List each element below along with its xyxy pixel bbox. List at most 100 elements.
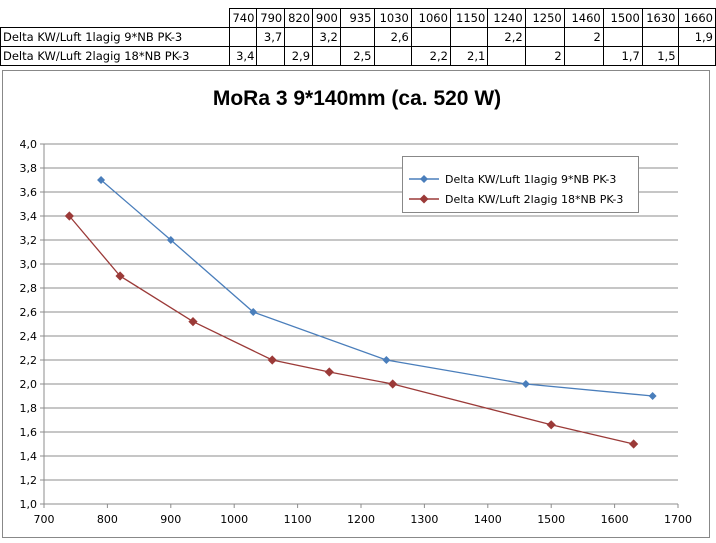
table-row-label: Delta KW/Luft 2lagig 18*NB PK-3: [0, 46, 230, 66]
table-row: Delta KW/Luft 1lagig 9*NB PK-3 3,7 3,2 2,6 2…: [0, 27, 716, 47]
x-tick-label: 900: [160, 513, 181, 526]
table-cell: [284, 27, 314, 47]
x-tick-label: 800: [97, 513, 118, 526]
table-header-cell: 1030: [373, 8, 412, 28]
series-1-line: [100, 179, 653, 397]
y-tick-label: 1,4: [20, 450, 38, 463]
table-row-label: Delta KW/Luft 1lagig 9*NB PK-3: [0, 27, 230, 47]
table-cell: [256, 46, 286, 66]
y-tick-label: 1,0: [20, 498, 38, 511]
y-tick-label: 3,8: [20, 162, 38, 175]
x-tick-label: 1000: [220, 513, 248, 526]
series-2-point: [188, 317, 198, 327]
x-tick-label: 1700: [664, 513, 692, 526]
table-header-cell: 1060: [410, 8, 451, 28]
y-tick-label: 2,4: [20, 330, 38, 343]
table-cell: 1,9: [677, 27, 716, 47]
x-tick-label: 1400: [474, 513, 502, 526]
table-header-cell: 1250: [524, 8, 565, 28]
table-cell: 2: [524, 46, 565, 66]
series-1-point: [648, 392, 657, 400]
table-cell: 3,4: [228, 46, 258, 66]
table-cell: [563, 46, 604, 66]
series-1-point: [382, 356, 391, 364]
chart-plot: 1,0 1,2 1,4 1,6 1,8 2,0 2,2 2,4 2,6 2,8 3,0 3,2 3,4 3…: [20, 138, 693, 526]
table-cell: 1,5: [641, 46, 679, 66]
legend-marker-series-2: [409, 194, 439, 204]
y-tick-label: 1,2: [20, 474, 38, 487]
series-1-point: [249, 308, 258, 316]
table-cell: [339, 27, 375, 47]
legend-label-series-2: Delta KW/Luft 2lagig 18*NB PK-3: [445, 192, 624, 206]
x-tick-label: 1200: [347, 513, 375, 526]
y-tick-label: 2,0: [20, 378, 38, 391]
series-1-point: [97, 176, 106, 184]
table-header-cell: 740: [228, 8, 258, 28]
table-cell: 1,7: [602, 46, 643, 66]
chart-legend: Delta KW/Luft 1lagig 9*NB PK-3 Delta KW/…: [402, 156, 639, 213]
table-row: Delta KW/Luft 2lagig 18*NB PK-3 3,4 2,9 2,5…: [0, 46, 716, 66]
x-tick-label: 1500: [537, 513, 565, 526]
table-header-cell: 1630: [641, 8, 679, 28]
table-cell: 3,7: [256, 27, 286, 47]
table-header-cell: 1660: [677, 8, 716, 28]
x-tick-label: 1300: [410, 513, 438, 526]
chart-area: 1,0 1,2 1,4 1,6 1,8 2,0 2,2 2,4 2,6 2,8 3,0 3,2 3,4 3…: [2, 70, 710, 538]
table-header-row: 740 790 820 900 935 1030 1060 1150 1240 1250 1460 1…: [0, 8, 716, 28]
y-tick-label: 1,6: [20, 426, 38, 439]
x-tick-label: 1100: [284, 513, 312, 526]
y-tick-label: 3,4: [20, 210, 38, 223]
table-cell: 2,2: [487, 27, 526, 47]
table-cell: 2,2: [410, 46, 451, 66]
legend-label-series-1: Delta KW/Luft 1lagig 9*NB PK-3: [445, 172, 617, 186]
y-tick-label: 4,0: [20, 138, 38, 151]
table-cell: 2: [563, 27, 604, 47]
y-tick-label: 2,8: [20, 282, 38, 295]
series-2-point: [629, 439, 639, 449]
series-1-point: [166, 236, 175, 244]
table-corner-cell: [0, 8, 230, 28]
table-cell: [228, 27, 258, 47]
data-table: 740 790 820 900 935 1030 1060 1150 1240 1250 1460 1…: [0, 8, 716, 66]
legend-item-series-2: Delta KW/Luft 2lagig 18*NB PK-3: [409, 191, 623, 207]
y-tick-label: 3,0: [20, 258, 38, 271]
table-header-cell: 1240: [487, 8, 526, 28]
series-2-point: [64, 211, 74, 221]
table-header-cell: 900: [312, 8, 341, 28]
chart-title: MoRa 3 9*140mm (ca. 520 W): [212, 87, 502, 110]
table-cell: [487, 46, 526, 66]
series-2-point: [324, 367, 334, 377]
table-cell: [410, 27, 451, 47]
table-cell: [373, 46, 412, 66]
table-header-cell: 820: [284, 8, 314, 28]
table-header-cell: 1150: [449, 8, 489, 28]
series-2-point: [267, 355, 277, 365]
table-cell: 2,6: [373, 27, 412, 47]
series-2-line: [68, 215, 634, 445]
table-cell: 3,2: [312, 27, 341, 47]
y-tick-label: 1,8: [20, 402, 38, 415]
series-1-point: [521, 380, 530, 388]
legend-item-series-1: Delta KW/Luft 1lagig 9*NB PK-3: [409, 171, 616, 187]
y-tick-label: 3,6: [20, 186, 38, 199]
table-cell: [641, 27, 679, 47]
series-2-point: [115, 271, 125, 281]
legend-marker-series-1: [409, 175, 439, 183]
table-cell: 2,5: [339, 46, 375, 66]
y-tick-label: 3,2: [20, 234, 38, 247]
x-tick-label: 700: [34, 513, 55, 526]
table-header-cell: 1500: [602, 8, 643, 28]
y-tick-label: 2,6: [20, 306, 38, 319]
table-header-cell: 1460: [563, 8, 604, 28]
series-2-point: [546, 420, 556, 430]
table-cell: [602, 27, 643, 47]
table-cell: [524, 27, 565, 47]
table-header-cell: 790: [256, 8, 286, 28]
table-cell: 2,1: [449, 46, 489, 66]
table-cell: 2,9: [284, 46, 314, 66]
table-header-cell: 935: [339, 8, 375, 28]
table-cell: [312, 46, 341, 66]
table-cell: [677, 46, 716, 66]
series-2-point: [388, 379, 398, 389]
x-tick-label: 1600: [601, 513, 629, 526]
